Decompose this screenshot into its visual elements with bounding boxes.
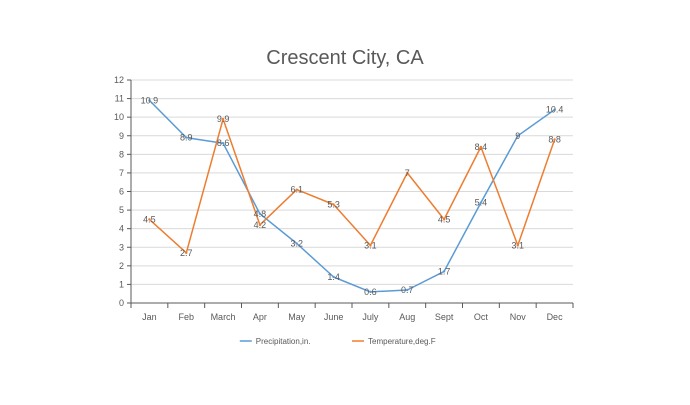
x-tick-label: March [211, 312, 236, 322]
data-point [258, 223, 262, 227]
data-labels: 10.9 8.9 8.6 4.8 3.2 1.4 0.6 0.7 1.7 5.4 9 10.4 4.5 2… [141, 95, 564, 296]
x-tick-label: Sept [435, 312, 454, 322]
x-tick-label: May [288, 312, 306, 322]
data-point [479, 201, 483, 204]
data-label: 4.5 [143, 214, 156, 224]
data-point [185, 251, 188, 255]
series-line-2 [148, 118, 556, 254]
data-point [553, 108, 556, 111]
data-label: 0.7 [401, 285, 414, 295]
series-lines [148, 99, 556, 294]
data-label: 8.4 [475, 142, 488, 152]
x-tick-label: Jan [142, 312, 157, 322]
data-label: 9.9 [217, 114, 230, 124]
data-label: 9 [515, 131, 520, 141]
legend-item-1[interactable]: Precipitation,in. [239, 337, 311, 346]
data-point [221, 117, 225, 121]
data-point [369, 244, 372, 247]
data-point [406, 171, 409, 175]
y-tick-label: 5 [119, 205, 124, 215]
data-point [406, 288, 409, 292]
y-tick-label: 0 [119, 298, 124, 308]
legend[interactable]: Precipitation,in. Temperature,deg.F [239, 337, 436, 346]
y-tick-label: 10 [114, 112, 124, 122]
series-line-1 [148, 99, 556, 293]
y-tick-label: 8 [119, 149, 124, 159]
data-label: 6.1 [290, 185, 303, 195]
data-point [369, 290, 372, 294]
x-tick-label: July [362, 312, 379, 322]
data-label: 5.3 [327, 200, 340, 210]
data-point [479, 145, 483, 149]
x-tick-label: Oct [474, 312, 489, 322]
data-label: 1.4 [327, 272, 340, 282]
x-tick-label: Apr [253, 312, 267, 322]
x-tick-label: June [324, 312, 344, 322]
data-point [516, 134, 519, 137]
data-point [332, 275, 335, 279]
legend-item-2[interactable]: Temperature,deg.F [352, 337, 436, 346]
data-label: 0.6 [364, 287, 377, 297]
y-tick-label: 12 [114, 75, 124, 85]
data-label: 5.4 [475, 198, 488, 208]
data-point [185, 136, 188, 139]
data-label: 4.2 [254, 220, 267, 230]
data-point [258, 212, 262, 215]
data-point [221, 141, 225, 145]
data-label: 3.1 [511, 240, 524, 250]
data-label: 4.8 [254, 209, 267, 219]
chart-title: Crescent City, CA [266, 47, 424, 69]
data-label: 10.4 [546, 105, 564, 115]
x-tick-label: Dec [547, 312, 564, 322]
gridlines [131, 79, 573, 285]
data-label: 8.9 [180, 133, 193, 143]
y-tick-label: 6 [119, 187, 124, 197]
data-label: 3.1 [364, 240, 377, 250]
data-point [148, 218, 151, 221]
data-point [295, 242, 298, 245]
data-point [442, 218, 446, 221]
data-label: 8.6 [217, 138, 230, 148]
data-label: 8.8 [548, 134, 561, 144]
data-point [442, 270, 446, 273]
x-tick-label: Aug [399, 312, 415, 322]
x-tick-label: Feb [178, 312, 194, 322]
y-tick-label: 11 [115, 94, 124, 104]
data-label: 7 [405, 168, 410, 178]
data-label: 2.7 [180, 248, 193, 258]
data-point [516, 244, 519, 247]
y-tick-label: 3 [119, 242, 124, 252]
data-label: 10.9 [141, 95, 159, 105]
data-label: 4.5 [438, 214, 451, 224]
data-point [553, 138, 556, 141]
y-tick-label: 4 [119, 224, 124, 234]
data-point [332, 203, 335, 206]
y-tick-label: 7 [119, 168, 124, 178]
y-tick-label: 1 [119, 279, 124, 289]
legend-label: Temperature,deg.F [368, 337, 436, 346]
data-label: 1.7 [438, 266, 451, 276]
y-tick-label: 9 [119, 131, 124, 141]
x-tick-label: Nov [510, 312, 527, 322]
data-label: 3.2 [290, 239, 303, 249]
data-point [295, 188, 298, 191]
legend-label: Precipitation,in. [256, 337, 311, 346]
y-tick-label: 2 [119, 261, 124, 271]
data-point [148, 99, 151, 102]
